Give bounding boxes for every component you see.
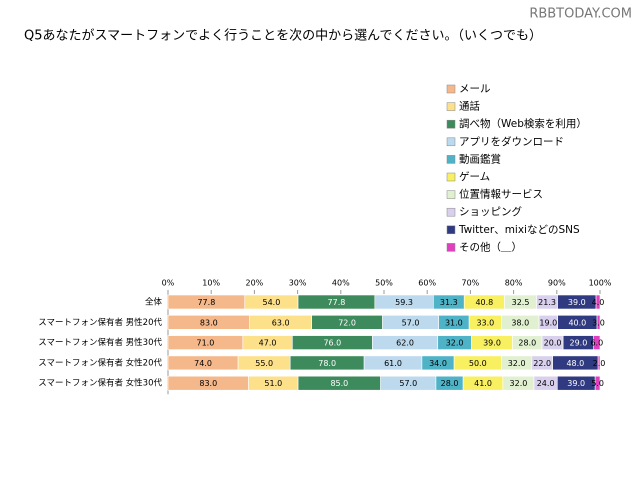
value-label: 61.0 bbox=[384, 359, 402, 368]
value-label: 74.0 bbox=[194, 359, 212, 368]
legend-label: 位置情報サービス bbox=[459, 188, 543, 201]
value-label: 83.0 bbox=[199, 379, 217, 388]
value-label: 76.0 bbox=[323, 339, 341, 348]
value-label: 24.0 bbox=[537, 379, 555, 388]
x-tick-label: 40% bbox=[332, 279, 350, 288]
value-label: 63.0 bbox=[272, 318, 290, 327]
legend-swatch bbox=[446, 225, 456, 235]
legend-swatch bbox=[446, 243, 456, 252]
value-label: 83.0 bbox=[200, 318, 218, 327]
value-label: 71.0 bbox=[196, 339, 214, 348]
x-tick-label: 100% bbox=[589, 279, 612, 288]
legend-swatch bbox=[446, 119, 456, 129]
value-label: 29.0 bbox=[569, 339, 587, 348]
x-tick-label: 0% bbox=[162, 279, 175, 288]
y-tick-label: スマートフォン保有者 男性20代 bbox=[38, 317, 162, 328]
value-label: 33.0 bbox=[476, 318, 494, 327]
x-tick-label: 20% bbox=[246, 279, 264, 288]
bar-segment bbox=[596, 314, 601, 330]
legend-swatch bbox=[446, 155, 456, 164]
value-label: 59.3 bbox=[395, 298, 413, 307]
x-tick-label: 80% bbox=[505, 279, 523, 288]
value-label: 22.0 bbox=[533, 359, 551, 368]
value-label: 78.0 bbox=[318, 359, 336, 368]
legend-label: 通話 bbox=[459, 100, 480, 113]
legend-swatch bbox=[446, 207, 456, 217]
legend-swatch bbox=[446, 84, 456, 94]
value-label: 38.0 bbox=[511, 318, 529, 327]
value-label: 20.0 bbox=[544, 339, 562, 348]
value-label: 5.0 bbox=[591, 379, 604, 388]
value-label: 31.0 bbox=[445, 318, 463, 327]
value-label: 4.0 bbox=[592, 298, 605, 307]
value-label: 48.0 bbox=[566, 359, 584, 368]
legend-label: アプリをダウンロード bbox=[459, 135, 564, 148]
value-label: 62.0 bbox=[396, 339, 414, 348]
legend-swatch bbox=[446, 102, 456, 111]
y-tick-label: スマートフォン保有者 男性30代 bbox=[38, 337, 162, 348]
value-label: 32.0 bbox=[508, 359, 526, 368]
y-tick-label: スマートフォン保有者 女性20代 bbox=[38, 357, 162, 368]
x-tick-label: 30% bbox=[289, 279, 307, 288]
value-label: 19.0 bbox=[539, 318, 557, 327]
chart-title: Q5あなたがスマートフォンでよく行うことを次の中から選んでください。（いくつでも… bbox=[24, 28, 542, 44]
legend-label: ショッピング bbox=[459, 205, 522, 218]
bar-segment bbox=[597, 355, 601, 371]
value-label: 3.0 bbox=[592, 318, 605, 327]
legend-label: ゲーム bbox=[459, 171, 490, 183]
legend-swatch bbox=[446, 172, 456, 182]
value-label: 54.0 bbox=[263, 298, 281, 307]
value-label: 39.0 bbox=[483, 339, 501, 348]
value-label: 39.0 bbox=[568, 298, 586, 307]
value-label: 77.8 bbox=[328, 298, 346, 307]
legend-label: 動画鑑賞 bbox=[459, 152, 501, 165]
legend-label: 調べ物（Web検索を利用） bbox=[459, 117, 587, 130]
value-label: 51.0 bbox=[264, 379, 282, 388]
bar-segment bbox=[595, 294, 601, 310]
value-label: 50.0 bbox=[469, 359, 487, 368]
x-tick-label: 50% bbox=[375, 279, 393, 288]
value-label: 32.0 bbox=[510, 379, 528, 388]
value-label: 2.0 bbox=[593, 359, 606, 368]
x-tick-label: 90% bbox=[548, 279, 566, 288]
legend-label: メール bbox=[459, 83, 491, 95]
value-label: 41.0 bbox=[474, 379, 492, 388]
watermark: RBBTODAY.COM bbox=[529, 7, 632, 22]
x-tick-label: 60% bbox=[418, 279, 436, 288]
value-label: 28.0 bbox=[518, 339, 536, 348]
value-label: 57.0 bbox=[399, 379, 417, 388]
value-label: 31.3 bbox=[440, 298, 458, 307]
value-label: 40.8 bbox=[475, 298, 493, 307]
value-label: 21.3 bbox=[538, 298, 556, 307]
value-label: 28.0 bbox=[441, 379, 459, 388]
legend-label: その他（＿） bbox=[459, 240, 522, 253]
value-label: 47.0 bbox=[259, 339, 277, 348]
x-tick-label: 10% bbox=[202, 279, 220, 288]
value-label: 39.0 bbox=[567, 379, 585, 388]
value-label: 6.0 bbox=[590, 339, 603, 348]
value-label: 55.0 bbox=[255, 359, 273, 368]
value-label: 32.0 bbox=[446, 339, 464, 348]
legend-swatch bbox=[446, 137, 456, 147]
bar-segment bbox=[593, 335, 601, 350]
value-label: 77.8 bbox=[197, 298, 215, 307]
legend-label: Twitter、mixiなどのSNS bbox=[458, 224, 580, 236]
bar-segment bbox=[594, 375, 601, 391]
value-label: 40.0 bbox=[568, 318, 586, 327]
value-label: 72.0 bbox=[338, 318, 356, 327]
legend-swatch bbox=[446, 190, 456, 199]
value-label: 85.0 bbox=[330, 379, 348, 388]
value-label: 32.5 bbox=[512, 298, 530, 307]
y-tick-label: 全体 bbox=[145, 297, 163, 308]
value-label: 34.0 bbox=[429, 359, 447, 368]
y-tick-label: スマートフォン保有者 女性30代 bbox=[38, 378, 162, 389]
x-tick-label: 70% bbox=[462, 279, 480, 288]
value-label: 57.0 bbox=[402, 318, 420, 327]
